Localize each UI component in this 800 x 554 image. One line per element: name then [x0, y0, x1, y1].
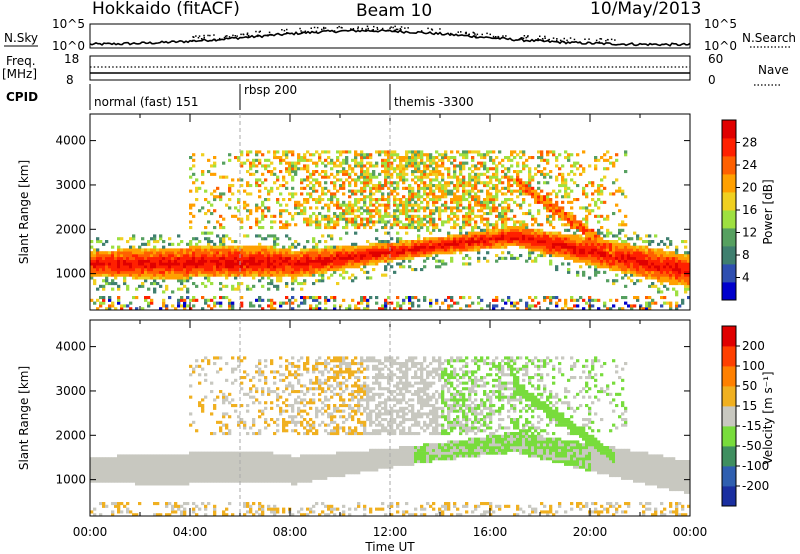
- velocity-cbar-label: Velocity [m s⁻¹]: [761, 371, 775, 464]
- colorbar-swatch: [722, 446, 736, 467]
- y-tick-label: 1000: [55, 267, 86, 281]
- colorbar-swatch: [722, 192, 736, 211]
- y-tick-label: 4000: [55, 340, 86, 354]
- nsky-tick-bottom: 10^0: [52, 39, 85, 53]
- colorbar-tick-label: 24: [742, 158, 757, 172]
- nsky-panel: [89, 23, 691, 49]
- colorbar-tick-label: -100: [742, 459, 769, 473]
- velocity-panel: 1000 2000 3000 4000: [55, 319, 691, 517]
- nsky-label: N.Sky: [4, 31, 38, 45]
- colorbar-tick-label: 20: [742, 181, 757, 195]
- velocity-axis: 1000 2000 3000 4000: [55, 320, 691, 516]
- colorbar-tick-label: -15: [742, 419, 762, 433]
- colorbar-swatch: [722, 346, 736, 367]
- colorbar-tick-label: 200: [742, 339, 765, 353]
- colorbar-tick-label: 15: [742, 399, 757, 413]
- colorbar-tick-label: 100: [742, 359, 765, 373]
- freq-tick-bottom: 8: [66, 73, 74, 87]
- y-tick-label: 3000: [55, 384, 86, 398]
- freq-unit: [MHz]: [2, 67, 37, 81]
- cpid-label: CPID: [6, 90, 38, 104]
- colorbar-swatch: [722, 326, 736, 347]
- y-tick-label: 2000: [55, 222, 86, 236]
- colorbar-swatch: [722, 138, 736, 157]
- colorbar-swatch: [722, 366, 736, 387]
- power-axis: 1000 2000 3000 4000: [55, 114, 691, 310]
- colorbar-swatch: [722, 282, 736, 301]
- freq-label: Freq.: [6, 54, 36, 68]
- power-colorbar: 4 8 12 16 20 24 28: [721, 119, 757, 301]
- colorbar-swatch: [722, 120, 736, 139]
- nsky-tick-top: 10^5: [52, 17, 85, 31]
- x-axis-label: Time UT: [364, 540, 415, 554]
- colorbar-tick-label: 8: [742, 248, 750, 262]
- x-tick-label: 00:00: [673, 525, 708, 539]
- cpid-segment-rbsp: rbsp 200: [244, 83, 297, 97]
- y-tick-label: 2000: [55, 428, 86, 442]
- colorbar-swatch: [722, 210, 736, 229]
- x-tick-label: 20:00: [573, 525, 608, 539]
- velocity-plot: [90, 356, 691, 517]
- nave-tick-top: 60: [708, 52, 723, 66]
- power-plot: [90, 150, 691, 311]
- colorbar-swatch: [722, 406, 736, 427]
- colorbar-swatch: [722, 386, 736, 407]
- power-ylabel: Slant Range [km]: [17, 160, 31, 264]
- x-tick-label: 00:00: [73, 525, 108, 539]
- nsearch-tick-top: 10^5: [704, 17, 737, 31]
- cpid-row: [89, 84, 391, 110]
- freq-tick-top: 18: [64, 52, 79, 66]
- colorbar-swatch: [722, 426, 736, 447]
- y-tick-label: 1000: [55, 473, 86, 487]
- station-title: Hokkaido (fitACF): [92, 0, 240, 19]
- x-ticks: 00:00 04:00 08:00 12:00 16:00 20:00 00:00: [73, 525, 708, 539]
- colorbar-tick-label: 12: [742, 226, 757, 240]
- x-tick-label: 16:00: [473, 525, 508, 539]
- velocity-ylabel: Slant Range [km]: [17, 366, 31, 470]
- x-tick-label: 04:00: [173, 525, 208, 539]
- cpid-segment-themis: themis -3300: [394, 95, 474, 109]
- colorbar-swatch: [722, 156, 736, 175]
- power-panel: 1000 2000 3000 4000: [55, 113, 691, 311]
- colorbar-tick-label: 50: [742, 379, 757, 393]
- colorbar-swatch: [722, 174, 736, 193]
- colorbar-swatch: [722, 264, 736, 283]
- cpid-segment-normal: normal (fast) 151: [94, 95, 198, 109]
- y-tick-label: 3000: [55, 178, 86, 192]
- x-tick-label: 08:00: [273, 525, 308, 539]
- colorbar-swatch: [722, 246, 736, 265]
- colorbar-swatch: [722, 466, 736, 487]
- freq-panel: [89, 55, 691, 81]
- colorbar-tick-label: 4: [742, 271, 750, 285]
- x-tick-label: 12:00: [373, 525, 408, 539]
- colorbar-tick-label: 16: [742, 203, 757, 217]
- colorbar-swatch: [722, 228, 736, 247]
- date-title: 10/May/2013: [590, 0, 702, 19]
- nsearch-tick-bottom: 10^0: [704, 39, 737, 53]
- y-tick-label: 4000: [55, 134, 86, 148]
- colorbar-swatch: [722, 486, 736, 507]
- power-cbar-label: Power [dB]: [761, 179, 775, 244]
- nsky-trace: [89, 28, 691, 47]
- colorbar-tick-label: 28: [742, 136, 757, 150]
- velocity-colorbar: -200 -100 -50 -15 15 50 100 200: [721, 325, 769, 507]
- nsearch-label: N.Search: [742, 31, 796, 45]
- beam-title: Beam 10: [356, 1, 432, 21]
- colorbar-tick-label: -200: [742, 479, 769, 493]
- nave-tick-bottom: 0: [708, 73, 716, 87]
- nave-label: Nave: [758, 63, 789, 77]
- nsearch-dots: [191, 25, 616, 44]
- colorbar-tick-label: -50: [742, 439, 762, 453]
